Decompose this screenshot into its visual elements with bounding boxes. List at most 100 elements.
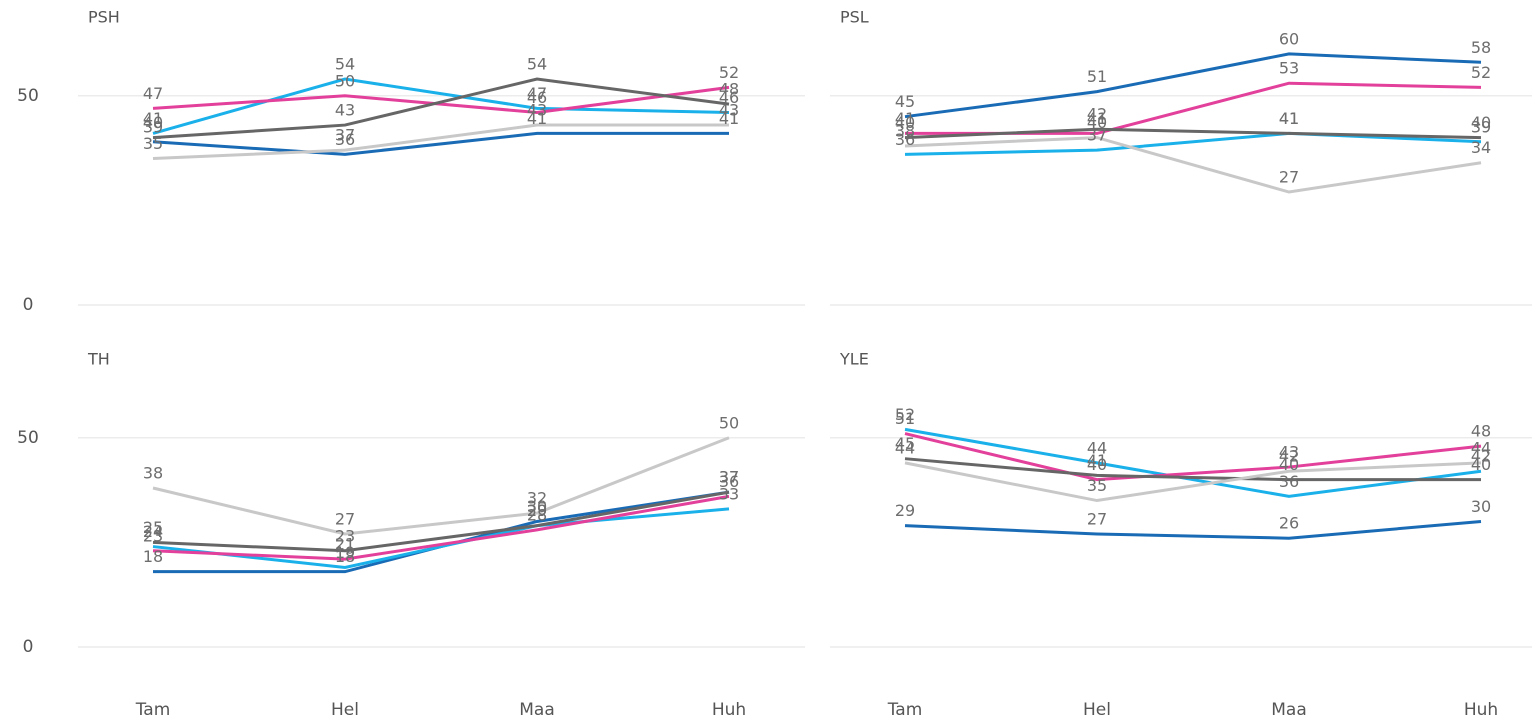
data-label: 25 bbox=[143, 518, 163, 537]
x-tick-label: Tam bbox=[135, 700, 171, 720]
series-line bbox=[152, 436, 730, 536]
panel-title: PSH bbox=[88, 8, 120, 27]
data-label: 23 bbox=[335, 526, 355, 545]
data-label: 48 bbox=[719, 80, 739, 99]
data-label: 44 bbox=[1471, 438, 1491, 457]
data-label: 43 bbox=[719, 101, 739, 120]
data-label: 42 bbox=[1087, 105, 1107, 124]
data-label: 46 bbox=[527, 88, 547, 107]
data-label: 36 bbox=[719, 472, 739, 491]
x-tick-label: Huh bbox=[1464, 700, 1498, 720]
data-label: 50 bbox=[335, 71, 355, 90]
data-label: 42 bbox=[1279, 447, 1299, 466]
data-label: 24 bbox=[143, 522, 163, 541]
data-label: 51 bbox=[1087, 67, 1107, 86]
data-label: 54 bbox=[527, 55, 547, 74]
x-tick-label: Hel bbox=[331, 700, 359, 720]
data-label: 29 bbox=[527, 501, 547, 520]
panel-title: TH bbox=[87, 350, 110, 369]
data-label: 38 bbox=[895, 121, 915, 140]
data-label: 30 bbox=[527, 497, 547, 516]
data-label: 37 bbox=[335, 126, 355, 145]
data-label: 21 bbox=[335, 535, 355, 554]
data-label: 53 bbox=[1279, 59, 1299, 78]
data-label: 40 bbox=[143, 113, 163, 132]
data-label: 44 bbox=[895, 438, 915, 457]
data-label: 30 bbox=[1471, 497, 1491, 516]
data-label: 51 bbox=[895, 409, 915, 428]
data-label: 50 bbox=[719, 413, 739, 432]
series-line bbox=[152, 490, 730, 553]
data-label: 37 bbox=[1087, 126, 1107, 145]
series-line bbox=[904, 432, 1482, 482]
data-label: 52 bbox=[1471, 63, 1491, 82]
data-label: 37 bbox=[719, 468, 739, 487]
series-line bbox=[904, 519, 1482, 540]
data-label: 23 bbox=[143, 526, 163, 545]
data-label: 36 bbox=[335, 130, 355, 149]
y-tick-label: 50 bbox=[17, 86, 39, 106]
data-label: 18 bbox=[143, 547, 163, 566]
series-line bbox=[152, 131, 729, 156]
data-label: 41 bbox=[1087, 451, 1107, 470]
data-label: 40 bbox=[1279, 455, 1299, 474]
data-label: 44 bbox=[1087, 438, 1107, 457]
data-label: 52 bbox=[895, 405, 915, 424]
data-label: 47 bbox=[527, 84, 547, 103]
series-line bbox=[153, 490, 730, 574]
series-line bbox=[152, 123, 729, 161]
data-label: 18 bbox=[335, 547, 355, 566]
data-label: 19 bbox=[335, 543, 355, 562]
data-label: 48 bbox=[1471, 422, 1491, 441]
y-tick-label: 50 bbox=[17, 428, 39, 448]
data-label: 36 bbox=[895, 130, 915, 149]
series-line bbox=[152, 77, 730, 135]
data-label: 33 bbox=[719, 484, 739, 503]
x-tick-label: Maa bbox=[519, 700, 555, 720]
data-label: 40 bbox=[1471, 113, 1491, 132]
data-label: 26 bbox=[1279, 514, 1299, 533]
series-line bbox=[152, 77, 730, 140]
data-label: 38 bbox=[143, 463, 163, 482]
data-label: 42 bbox=[1471, 447, 1491, 466]
data-label: 34 bbox=[1471, 138, 1491, 157]
series-line bbox=[904, 131, 1482, 156]
data-label: 35 bbox=[1087, 476, 1107, 495]
series-line bbox=[904, 127, 1482, 140]
data-label: 41 bbox=[527, 109, 547, 128]
data-label: 29 bbox=[895, 501, 915, 520]
data-label: 28 bbox=[527, 505, 547, 524]
data-label: 40 bbox=[895, 113, 915, 132]
data-label: 60 bbox=[1279, 29, 1299, 48]
panel-title: PSL bbox=[840, 8, 869, 27]
data-label: 39 bbox=[143, 117, 163, 136]
data-label: 41 bbox=[1279, 109, 1299, 128]
series-line bbox=[152, 507, 730, 570]
data-label: 36 bbox=[1279, 472, 1299, 491]
series-line bbox=[904, 136, 1482, 194]
data-label: 40 bbox=[1471, 455, 1491, 474]
x-tick-label: Huh bbox=[712, 700, 746, 720]
y-tick-label: 0 bbox=[23, 637, 34, 657]
data-label: 43 bbox=[1279, 443, 1299, 462]
data-label: 27 bbox=[335, 510, 355, 529]
data-label: 41 bbox=[719, 109, 739, 128]
series-line bbox=[152, 85, 730, 115]
panel-title: YLE bbox=[839, 350, 869, 369]
data-label: 41 bbox=[895, 109, 915, 128]
x-tick-label: Tam bbox=[887, 700, 923, 720]
x-tick-label: Maa bbox=[1271, 700, 1307, 720]
data-label: 37 bbox=[719, 468, 739, 487]
data-label: 43 bbox=[335, 101, 355, 120]
y-tick-label: 0 bbox=[23, 295, 34, 315]
data-label: 52 bbox=[719, 63, 739, 82]
data-label: 39 bbox=[1471, 117, 1491, 136]
data-label: 27 bbox=[1279, 168, 1299, 187]
series-line bbox=[152, 494, 730, 561]
data-label: 45 bbox=[895, 434, 915, 453]
data-label: 41 bbox=[1087, 109, 1107, 128]
data-label: 45 bbox=[895, 92, 915, 111]
data-label: 40 bbox=[1087, 113, 1107, 132]
series-line bbox=[904, 427, 1482, 498]
